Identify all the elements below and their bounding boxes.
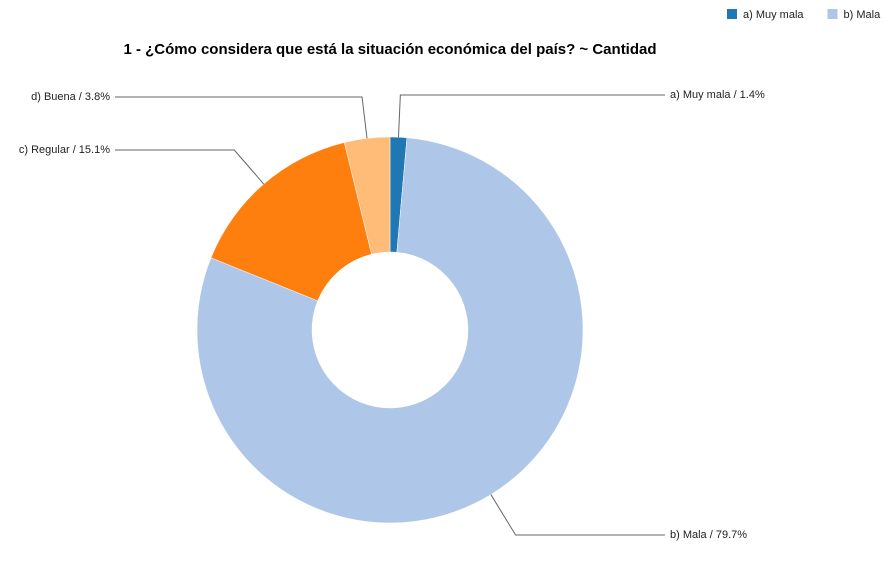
legend-label: b) Mala: [844, 9, 882, 21]
legend-swatch: [727, 9, 737, 19]
slice: [344, 136, 391, 255]
leader-line: [397, 94, 665, 138]
chart-title: 1 - ¿Cómo considera que está la situació…: [123, 41, 656, 58]
leader-line: [115, 149, 265, 185]
leader-line: [490, 494, 665, 536]
data-label: c) Regular / 15.1%: [19, 144, 110, 156]
data-label: b) Mala / 79.7%: [670, 529, 747, 541]
data-label: a) Muy mala / 1.4%: [670, 89, 765, 101]
data-label: d) Buena / 3.8%: [31, 91, 110, 103]
legend-label: a) Muy mala: [743, 9, 804, 21]
slice: [196, 137, 584, 524]
leader-line: [115, 96, 368, 139]
legend-swatch: [827, 9, 838, 19]
slice: [210, 142, 372, 302]
